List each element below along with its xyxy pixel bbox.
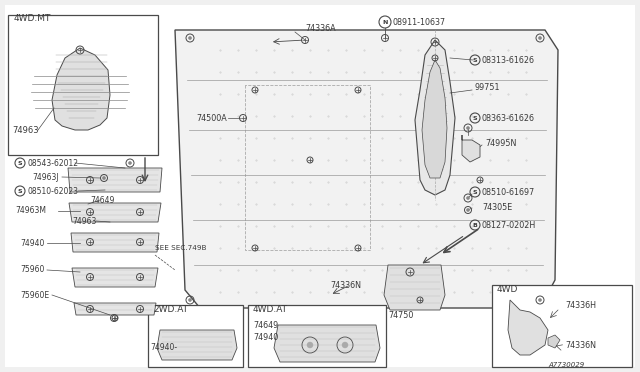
Polygon shape [508,300,548,355]
Polygon shape [384,265,445,310]
Circle shape [102,176,106,180]
Circle shape [342,342,348,348]
Circle shape [189,298,191,301]
Text: 74963J: 74963J [32,173,59,182]
Text: 74963M: 74963M [15,205,46,215]
Text: 08313-61626: 08313-61626 [482,55,535,64]
Text: 08510-62023: 08510-62023 [27,186,78,196]
Text: 74750: 74750 [388,311,413,320]
Text: 74995N: 74995N [485,138,516,148]
Text: 08127-0202H: 08127-0202H [482,221,536,230]
Polygon shape [52,48,110,130]
Text: 99751: 99751 [475,83,500,92]
Circle shape [538,36,541,39]
Polygon shape [548,335,560,348]
Circle shape [467,196,470,199]
Text: 08911-10637: 08911-10637 [393,17,446,26]
Text: 74305E: 74305E [482,202,512,212]
Text: B: B [472,222,477,228]
Circle shape [538,298,541,301]
Text: 75960E: 75960E [20,291,49,299]
Circle shape [467,208,470,212]
Polygon shape [71,233,159,252]
Text: N: N [382,19,388,25]
Text: 4WD: 4WD [497,285,518,295]
Text: 75960: 75960 [20,266,44,275]
Text: 74649: 74649 [90,196,115,205]
Text: 74336A: 74336A [305,23,335,32]
Text: 74940-: 74940- [150,343,177,353]
Text: 08510-61697: 08510-61697 [482,187,535,196]
Polygon shape [274,325,380,362]
Polygon shape [462,135,480,162]
Text: 4WD.AT: 4WD.AT [253,305,288,314]
Bar [8,15,158,155]
Polygon shape [175,30,558,308]
Polygon shape [422,60,447,178]
Text: S: S [473,115,477,121]
Text: 74963: 74963 [12,125,38,135]
Text: 08363-61626: 08363-61626 [482,113,535,122]
Polygon shape [68,168,162,192]
Polygon shape [157,330,237,360]
Text: 74963: 74963 [72,217,97,225]
Text: S: S [473,58,477,62]
Circle shape [189,36,191,39]
Text: 74940: 74940 [253,334,278,343]
Polygon shape [415,40,455,195]
Text: S: S [473,189,477,195]
Text: 74500A: 74500A [196,113,227,122]
Text: 74336N: 74336N [565,340,596,350]
Text: 2WD.AT: 2WD.AT [153,305,188,314]
Bar [148,305,243,367]
Text: A7730029: A7730029 [548,362,584,368]
Text: 74940: 74940 [20,238,44,247]
Text: 74336N: 74336N [330,280,361,289]
Bar [248,305,386,367]
Circle shape [129,161,131,164]
Text: S: S [18,189,22,193]
Polygon shape [69,203,161,222]
Polygon shape [74,303,156,315]
Text: 4WD.MT: 4WD.MT [14,13,51,22]
Circle shape [307,342,313,348]
Polygon shape [72,268,158,287]
Text: S: S [18,160,22,166]
Circle shape [467,126,470,129]
Bar [492,285,632,367]
Text: 74649: 74649 [253,321,278,330]
Text: SEE SEC.749B: SEE SEC.749B [155,245,207,251]
Text: 74336H: 74336H [565,301,596,310]
Text: 08543-62012: 08543-62012 [27,158,78,167]
